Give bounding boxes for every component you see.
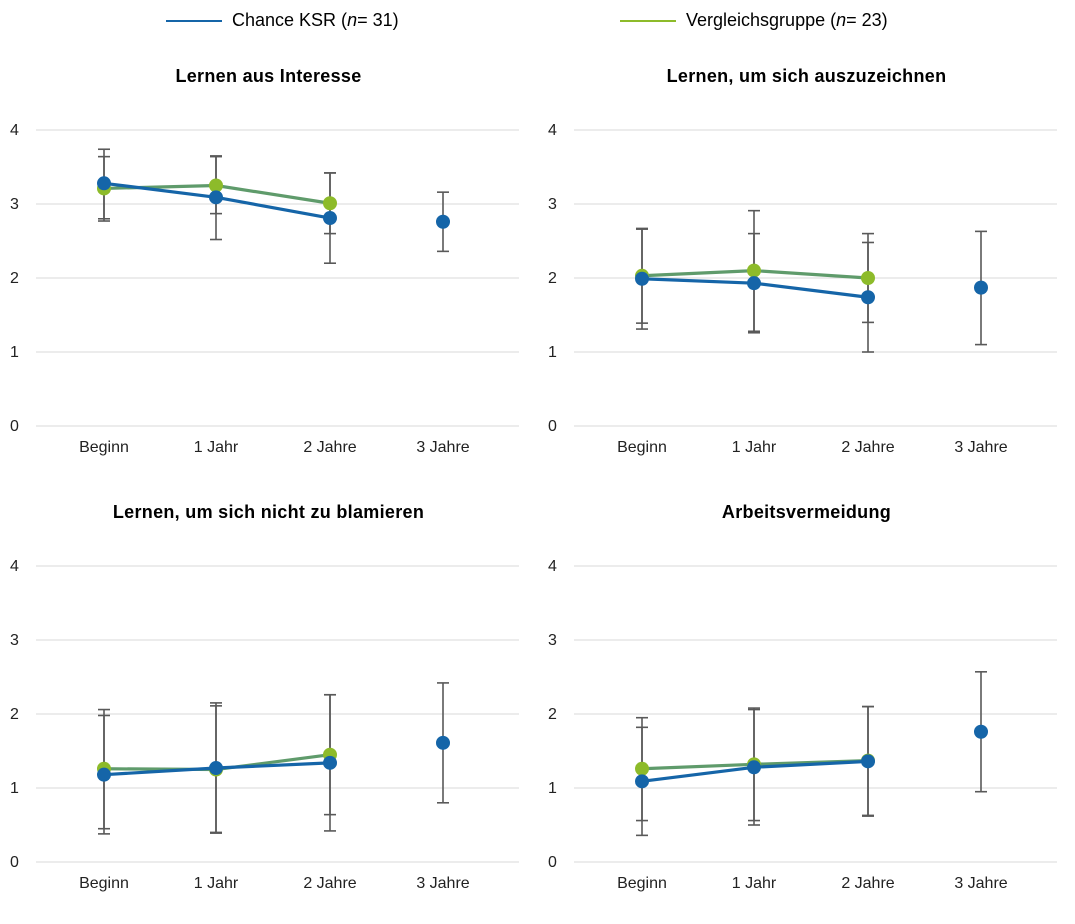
y-tick-label: 2 (10, 706, 19, 723)
data-point-chance-ksr (97, 176, 111, 191)
data-point-chance-ksr (747, 760, 761, 775)
data-point-chance-ksr (974, 724, 988, 739)
x-tick-label: 2 Jahre (303, 439, 356, 456)
data-point-chance-ksr (635, 774, 649, 789)
x-tick-label: 1 Jahr (732, 875, 777, 892)
data-point-chance-ksr (974, 280, 988, 295)
x-tick-label: 3 Jahre (416, 875, 469, 892)
legend: Chance KSR (n = 31) Vergleichsgruppe (n … (0, 0, 1075, 46)
chart-title: Lernen, um sich auszuzeichnen (666, 66, 947, 86)
legend-line-vergleichsgruppe (620, 19, 676, 22)
data-point-chance-ksr (436, 214, 450, 229)
data-point-chance-ksr (323, 211, 337, 226)
x-tick-label: 1 Jahr (194, 875, 239, 892)
legend-label-vergleichsgruppe: Vergleichsgruppe (n = 23) (686, 10, 888, 30)
legend-item-vergleichsgruppe: Vergleichsgruppe (n = 23) (620, 10, 888, 31)
x-tick-label: 3 Jahre (954, 439, 1007, 456)
data-point-chance-ksr (747, 276, 761, 291)
y-tick-label: 4 (10, 122, 19, 139)
chart-title: Lernen aus Interesse (175, 66, 362, 86)
y-tick-label: 2 (548, 706, 557, 723)
data-point-chance-ksr (209, 190, 223, 205)
data-point-chance-ksr (436, 735, 450, 750)
x-tick-label: 2 Jahre (841, 439, 894, 456)
chart-panel-lernen-um-sich-auszuzeichnen: Lernen, um sich auszuzeichnen 0 1 2 3 4 Begin… (538, 48, 1075, 488)
data-point-chance-ksr (635, 271, 649, 286)
chart-plot: 0 1 2 3 4 Beginn 1 Jahr 2 Jahre 3 Jahre (10, 558, 519, 892)
chart-plot: 0 1 2 3 4 Beginn 1 Jahr 2 Jahre 3 Jahre (548, 122, 1057, 456)
x-tick-label: 3 Jahre (416, 439, 469, 456)
chart-title: Arbeitsvermeidung (721, 502, 892, 522)
x-tick-label: 3 Jahre (954, 875, 1007, 892)
data-point-vergleichsgruppe (747, 263, 761, 278)
y-tick-label: 3 (10, 632, 19, 649)
chart-panel-lernen-um-sich-nicht-zu-blamieren: Lernen, um sich nicht zu blamieren 0 1 2 3 4… (0, 484, 537, 924)
y-tick-label: 3 (10, 196, 19, 213)
chart-panel-arbeitsvermeidung: Arbeitsvermeidung 0 1 2 3 4 Beginn 1 Jahr 2 Jah… (538, 484, 1075, 924)
data-point-chance-ksr (323, 755, 337, 770)
chart-plot: 0 1 2 3 4 Beginn 1 Jahr 2 Jahre 3 Jahre (10, 122, 519, 456)
x-tick-label: Beginn (79, 875, 129, 892)
y-tick-label: 4 (10, 558, 19, 575)
data-point-chance-ksr (861, 754, 875, 769)
y-tick-label: 2 (10, 270, 19, 287)
x-tick-label: 1 Jahr (732, 439, 777, 456)
y-tick-label: 1 (10, 344, 19, 361)
x-tick-label: Beginn (79, 439, 129, 456)
chart-title: Lernen, um sich nicht zu blamieren (112, 502, 425, 522)
legend-item-ksr: Chance KSR (n = 31) (166, 10, 399, 31)
legend-line-ksr (166, 19, 222, 22)
data-point-chance-ksr (209, 761, 223, 776)
data-point-chance-ksr (97, 767, 111, 782)
x-tick-label: 2 Jahre (303, 875, 356, 892)
x-tick-label: Beginn (617, 875, 667, 892)
chart-plot: 0 1 2 3 4 Beginn 1 Jahr 2 Jahre 3 Jahre (548, 558, 1057, 892)
y-tick-label: 2 (548, 270, 557, 287)
y-tick-label: 0 (10, 418, 19, 435)
y-tick-label: 4 (548, 558, 557, 575)
y-tick-label: 1 (548, 780, 557, 797)
legend-label-ksr: Chance KSR (n = 31) (232, 10, 399, 30)
y-tick-label: 1 (10, 780, 19, 797)
x-tick-label: 1 Jahr (194, 439, 239, 456)
data-point-vergleichsgruppe (209, 178, 223, 193)
y-tick-label: 0 (10, 854, 19, 871)
y-tick-label: 3 (548, 196, 557, 213)
x-tick-label: 2 Jahre (841, 875, 894, 892)
data-point-vergleichsgruppe (635, 761, 649, 776)
data-point-chance-ksr (861, 290, 875, 305)
y-tick-label: 1 (548, 344, 557, 361)
x-tick-label: Beginn (617, 439, 667, 456)
chart-panel-lernen-aus-interesse: Lernen aus Interesse 0 1 2 3 4 Beginn 1 Jahr 2 … (0, 48, 537, 488)
y-tick-label: 3 (548, 632, 557, 649)
data-point-vergleichsgruppe (861, 271, 875, 285)
y-tick-label: 4 (548, 122, 557, 139)
data-point-vergleichsgruppe (323, 196, 337, 211)
y-tick-label: 0 (548, 418, 557, 435)
y-tick-label: 0 (548, 854, 557, 871)
